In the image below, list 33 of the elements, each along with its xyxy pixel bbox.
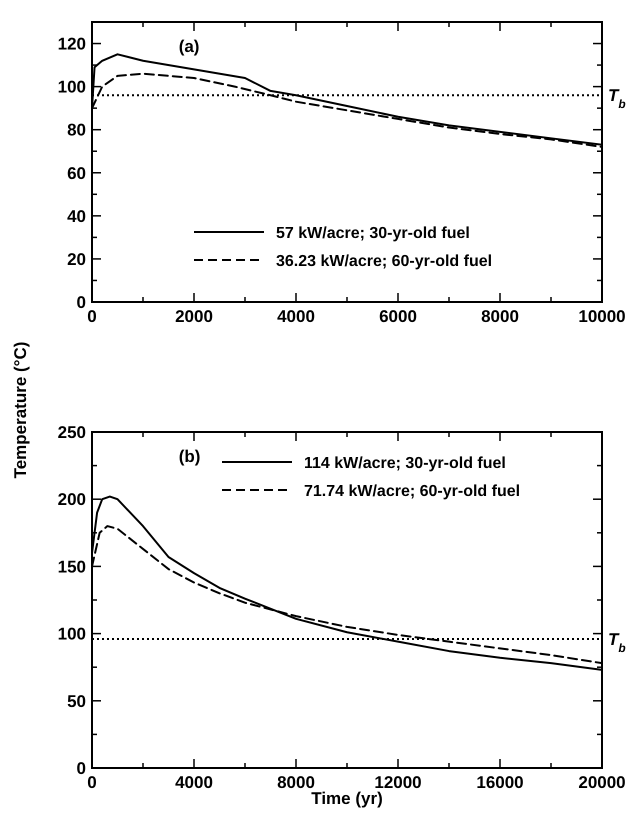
ref-line-label: T$_{b}$ — [608, 630, 626, 655]
y-tick-label: 100 — [58, 624, 86, 644]
y-tick-label: 50 — [67, 692, 86, 711]
y-tick-label: 80 — [67, 120, 86, 140]
y-tick-label: 0 — [76, 759, 86, 778]
legend-label: 71.74 kW/acre; 60-yr-old fuel — [304, 483, 520, 500]
y-tick-label: 120 — [58, 34, 86, 54]
x-tick-label: 20000 — [578, 773, 626, 792]
x-tick-label: 4000 — [175, 773, 213, 792]
legend-label: 36.23 kW/acre; 60-yr-old fuel — [276, 253, 492, 270]
y-tick-label: 40 — [67, 206, 86, 226]
annotation: (a) — [178, 37, 200, 56]
legend-label: 57 kW/acre; 30-yr-old fuel — [276, 225, 470, 242]
y-tick-label: 250 — [58, 423, 86, 442]
y-tick-label: 100 — [58, 78, 86, 97]
y-tick-label: 0 — [76, 293, 86, 312]
ref-line-label: T$_{b}$ — [608, 86, 626, 112]
legend-label: 114 kW/acre; 30-yr-old fuel — [304, 455, 506, 472]
x-tick-label: 10000 — [578, 307, 626, 326]
annotation: (b) — [178, 447, 200, 466]
x-tick-label: 6000 — [379, 307, 417, 326]
y-axis-title: Temperature (°C) — [11, 342, 30, 478]
x-axis-title: Time (yr) — [311, 789, 383, 808]
y-tick-label: 150 — [58, 557, 86, 576]
x-tick-label: 16000 — [476, 773, 524, 792]
x-tick-label: 8000 — [481, 307, 519, 326]
y-tick-label: 200 — [58, 490, 86, 510]
y-tick-label: 20 — [67, 250, 86, 269]
x-tick-label: 4000 — [277, 307, 315, 326]
x-tick-label: 12000 — [374, 773, 422, 792]
x-tick-label: 8000 — [277, 773, 315, 792]
x-tick-label: 2000 — [175, 307, 213, 326]
y-tick-label: 60 — [67, 164, 86, 183]
